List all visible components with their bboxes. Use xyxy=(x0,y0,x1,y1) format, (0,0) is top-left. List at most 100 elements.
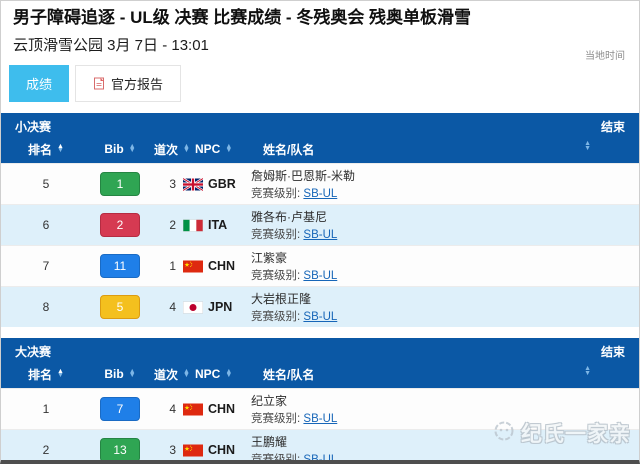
column-header-bib[interactable]: Bib ▲ ▼ xyxy=(104,367,136,382)
tab-results[interactable]: 成绩 xyxy=(9,65,70,103)
npc-code: JPN xyxy=(208,300,233,315)
venue-datetime: 云顶滑雪公园 3月 7日 - 13:01 xyxy=(13,37,209,55)
flag-icon xyxy=(183,177,203,191)
rank-cell: 7 xyxy=(42,259,50,274)
level-link[interactable]: SB-UL xyxy=(303,413,338,426)
level-link[interactable]: SB-UL xyxy=(303,229,338,242)
level-link[interactable]: SB-UL xyxy=(303,188,338,201)
level-label: 竞赛级别: xyxy=(251,188,301,201)
athlete-name: 大岩根正隆 xyxy=(251,292,312,307)
lane-cell: 1 xyxy=(169,259,176,274)
tab-results-label: 成绩 xyxy=(26,77,53,93)
column-header-name[interactable]: 姓名/队名 xyxy=(263,367,315,382)
section-rows: 5 1 3 GBR 詹姆斯·巴恩斯-米勒 竞赛级别: SB-UL 6 2 2 I… xyxy=(1,163,639,328)
rank-cell: 6 xyxy=(42,218,50,233)
flag-icon xyxy=(183,219,203,232)
flag-icon xyxy=(183,444,203,457)
rank-cell: 1 xyxy=(42,402,50,417)
level-link[interactable]: SB-UL xyxy=(303,454,338,464)
rank-cell: 5 xyxy=(42,177,50,192)
npc-code: ITA xyxy=(208,218,228,233)
watermark-text: 纪氏一家亲 xyxy=(521,423,631,446)
column-header-row: 排名 ▲ ▼ Bib ▲ ▼ 道次 ▲ ▼ NPC ▲ ▼ 姓名/队名 xyxy=(1,360,639,388)
npc-code: CHN xyxy=(208,259,236,274)
bib-badge: 11 xyxy=(100,254,140,279)
column-header-rank[interactable]: 排名 ▲ ▼ xyxy=(28,367,64,382)
sort-icon[interactable]: ▲ ▼ xyxy=(584,365,591,377)
sort-icon[interactable]: ▲ ▼ xyxy=(183,367,190,380)
table-row: 1 7 4 CHN 纪立家 竞赛级别: SB-UL xyxy=(1,388,639,430)
sort-icon[interactable]: ▲ ▼ xyxy=(57,367,64,380)
athlete-name: 纪立家 xyxy=(251,394,288,409)
section-rows: 1 7 4 CHN 纪立家 竞赛级别: SB-UL 2 13 3 CHN 王鹏耀 xyxy=(1,388,639,464)
npc-code: CHN xyxy=(208,443,236,458)
sort-icon[interactable]: ▲ ▼ xyxy=(183,142,190,155)
section-title: 小决赛 xyxy=(15,120,52,135)
flag-icon xyxy=(183,260,203,273)
section-status: 结束 xyxy=(600,345,625,360)
section-title: 大决赛 xyxy=(15,345,52,360)
lane-cell: 3 xyxy=(169,443,176,458)
npc-code: GBR xyxy=(208,177,236,192)
tab-bar: 成绩 官方报告 xyxy=(9,65,639,103)
level-label: 竞赛级别: xyxy=(251,270,301,283)
tab-official-report-label: 官方报告 xyxy=(111,77,164,93)
page-header: 男子障碍追逐 - UL级 决赛 比赛成绩 - 冬残奥会 残奥单板滑雪 云顶滑雪公… xyxy=(1,1,639,62)
rank-cell: 8 xyxy=(42,300,50,315)
sort-icon[interactable]: ▲ ▼ xyxy=(128,142,136,155)
page-title: 男子障碍追逐 - UL级 决赛 比赛成绩 - 冬残奥会 残奥单板滑雪 xyxy=(13,8,472,27)
table-row: 7 11 1 CHN 江紫豪 竞赛级别: SB-UL xyxy=(1,245,639,287)
npc-code: CHN xyxy=(208,402,236,417)
bib-badge: 7 xyxy=(100,397,140,422)
sort-icon[interactable]: ▲ ▼ xyxy=(57,142,64,155)
bib-badge: 2 xyxy=(100,213,140,238)
bib-badge: 1 xyxy=(100,172,140,197)
table-row: 2 13 3 CHN 王鹏耀 竞赛级别: SB-UL xyxy=(1,429,639,464)
column-header-row: 排名 ▲ ▼ Bib ▲ ▼ 道次 ▲ ▼ NPC ▲ ▼ 姓名/队名 xyxy=(1,135,639,163)
level-link[interactable]: SB-UL xyxy=(303,311,338,324)
document-icon xyxy=(93,77,105,90)
column-header-bib[interactable]: Bib ▲ ▼ xyxy=(104,142,136,157)
column-header-lane[interactable]: 道次 ▲ ▼ xyxy=(154,367,190,382)
athlete-name: 詹姆斯·巴恩斯-米勒 xyxy=(251,169,355,184)
column-header-rank[interactable]: 排名 ▲ ▼ xyxy=(28,142,64,157)
lane-cell: 4 xyxy=(169,402,176,417)
level-label: 竞赛级别: xyxy=(251,454,301,464)
sort-icon[interactable]: ▲ ▼ xyxy=(584,140,591,152)
rank-cell: 2 xyxy=(42,443,50,458)
athlete-name: 雅各布·卢基尼 xyxy=(251,210,327,225)
section-status: 结束 xyxy=(600,120,625,135)
section-header: 大决赛 结束 排名 ▲ ▼ Bib ▲ ▼ 道次 ▲ ▼ NPC ▲ ▼ xyxy=(1,338,639,389)
level-label: 竞赛级别: xyxy=(251,229,301,242)
column-header-npc[interactable]: NPC ▲ ▼ xyxy=(195,367,233,382)
table-row: 5 1 3 GBR 詹姆斯·巴恩斯-米勒 竞赛级别: SB-UL xyxy=(1,163,639,205)
bib-badge: 13 xyxy=(100,438,140,460)
local-time-label: 当地时间 xyxy=(585,51,625,62)
section-header: 小决赛 结束 排名 ▲ ▼ Bib ▲ ▼ 道次 ▲ ▼ NPC ▲ ▼ xyxy=(1,113,639,164)
result-section: 小决赛 结束 排名 ▲ ▼ Bib ▲ ▼ 道次 ▲ ▼ NPC ▲ ▼ xyxy=(1,113,639,328)
column-header-lane[interactable]: 道次 ▲ ▼ xyxy=(154,142,190,157)
column-header-npc[interactable]: NPC ▲ ▼ xyxy=(195,142,233,157)
sort-icon[interactable]: ▲ ▼ xyxy=(128,367,136,380)
results-sections: 小决赛 结束 排名 ▲ ▼ Bib ▲ ▼ 道次 ▲ ▼ NPC ▲ ▼ xyxy=(1,113,639,464)
bib-badge: 5 xyxy=(100,295,140,320)
athlete-name: 王鹏耀 xyxy=(251,435,288,450)
level-label: 竞赛级别: xyxy=(251,311,301,324)
watermark: 纪氏一家亲 xyxy=(493,418,631,448)
level-link[interactable]: SB-UL xyxy=(303,270,338,283)
sort-icon[interactable]: ▲ ▼ xyxy=(225,142,233,155)
lane-cell: 4 xyxy=(169,300,176,315)
family-logo-icon xyxy=(493,420,515,447)
column-header-name[interactable]: 姓名/队名 xyxy=(263,142,315,157)
lane-cell: 2 xyxy=(169,218,176,233)
level-label: 竞赛级别: xyxy=(251,413,301,426)
flag-icon xyxy=(183,301,203,314)
table-row: 8 5 4 JPN 大岩根正隆 竞赛级别: SB-UL xyxy=(1,286,639,328)
table-row: 6 2 2 ITA 雅各布·卢基尼 竞赛级别: SB-UL xyxy=(1,204,639,246)
lane-cell: 3 xyxy=(169,177,176,192)
athlete-name: 江紫豪 xyxy=(251,251,288,266)
tab-official-report[interactable]: 官方报告 xyxy=(75,65,182,103)
sort-icon[interactable]: ▲ ▼ xyxy=(225,367,233,380)
flag-icon xyxy=(183,403,203,416)
